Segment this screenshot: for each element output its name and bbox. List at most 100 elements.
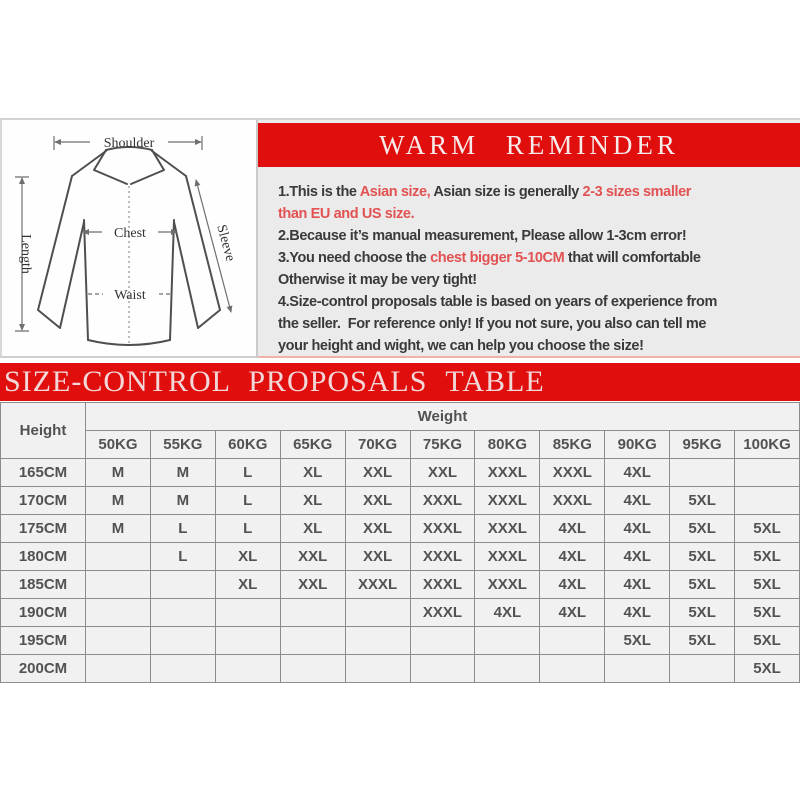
table-row: 185CM XL XXL XXXL XXXL XXXL 4XL 4XL 5XL 5XL <box>0 570 800 599</box>
table-header-row-kg: 50KG 55KG 60KG 65KG 70KG 75KG 80KG 85KG 90KG 95KG… <box>1 430 800 459</box>
height-cell: 175CM <box>0 514 86 543</box>
warm-reminder-section: WARM REMINDER 1.This is the Asian size, … <box>258 120 800 358</box>
size-cell: XXXL <box>474 458 541 487</box>
size-cell: 4XL <box>539 598 606 627</box>
size-cell: 4XL <box>604 486 671 515</box>
size-cell <box>669 458 736 487</box>
size-cell: XL <box>279 514 346 543</box>
size-cell: XXL <box>344 486 411 515</box>
size-cell: XL <box>214 542 281 571</box>
size-cell: XL <box>214 570 281 599</box>
reminder-line: 4.Size-control proposals table is based … <box>278 291 794 313</box>
size-cell: XXXL <box>474 514 541 543</box>
size-cell <box>85 654 151 683</box>
reminder-text: 4.Size-control proposals table is based … <box>278 294 717 310</box>
size-control-table: Height Weight 50KG 55KG 60KG 65KG 70KG 75KG 80KG… <box>0 402 800 683</box>
size-cell: XXXL <box>474 486 541 515</box>
size-cell: XXL <box>344 458 411 487</box>
reminder-line: your height and wight, we can help you c… <box>278 335 794 356</box>
size-cell: 4XL <box>539 542 606 571</box>
size-cell: XXL <box>279 542 346 571</box>
size-cell: 5XL <box>669 542 736 571</box>
size-cell <box>85 626 151 655</box>
size-cell <box>85 570 151 599</box>
reminder-text: your height and wight, we can help you c… <box>278 338 644 354</box>
shoulder-measure: Shoulder <box>53 136 203 151</box>
size-cell: 5XL <box>734 626 800 655</box>
shirt-diagram-svg: Shoulder Length Chest Waist <box>15 136 237 346</box>
size-cell: 5XL <box>734 598 800 627</box>
reminder-line: 2.Because it’s manual measurement, Pleas… <box>278 225 794 247</box>
weight-column-header: 85KG <box>539 430 606 459</box>
size-cell <box>279 626 346 655</box>
size-cell <box>539 626 606 655</box>
reminder-text-block: 1.This is the Asian size, Asian size is … <box>258 167 800 356</box>
size-cell: 5XL <box>734 654 800 683</box>
table-header-row-weight: Height Weight <box>0 402 800 459</box>
size-cell: 5XL <box>604 626 671 655</box>
weight-column-header: 55KG <box>149 430 216 459</box>
weight-column-header: 60KG <box>214 430 281 459</box>
waist-measure: Waist <box>88 288 173 303</box>
weight-column-header: 90KG <box>604 430 671 459</box>
warm-reminder-title: WARM REMINDER <box>258 123 800 167</box>
height-cell: 185CM <box>0 570 86 599</box>
table-row: 175CM M L L XL XXL XXXL XXXL 4XL 4XL 5XL 5XL <box>0 514 800 543</box>
height-cell: 165CM <box>0 458 86 487</box>
size-cell: 4XL <box>539 514 606 543</box>
size-cell <box>149 570 216 599</box>
reminder-text: Otherwise it may be very tight! <box>278 272 477 288</box>
size-cell: XXL <box>279 570 346 599</box>
reminder-line: 1.This is the Asian size, Asian size is … <box>278 181 794 203</box>
weight-column-header: 80KG <box>474 430 541 459</box>
size-cell: XXXL <box>474 542 541 571</box>
size-cell <box>669 654 736 683</box>
weight-column-header: 100KG <box>734 430 800 459</box>
weight-column-header: 65KG <box>279 430 346 459</box>
size-cell: XXXL <box>539 486 606 515</box>
chest-measure: Chest <box>82 226 178 241</box>
size-cell: XXXL <box>409 542 476 571</box>
weight-column-header: 50KG <box>85 430 151 459</box>
size-cell: 4XL <box>604 570 671 599</box>
size-cell: XXXL <box>409 570 476 599</box>
chest-label: Chest <box>114 226 146 241</box>
reminder-text: Asian size is generally <box>430 184 583 200</box>
size-cell <box>474 654 541 683</box>
length-measure: Length <box>15 176 33 332</box>
weight-column-header: 75KG <box>409 430 476 459</box>
size-cell: XXXL <box>474 570 541 599</box>
reminder-line: Otherwise it may be very tight! <box>278 269 794 291</box>
reminder-line: the seller. For reference only! If you n… <box>278 313 794 335</box>
size-cell <box>149 626 216 655</box>
table-row: 180CM L XL XXL XXL XXXL XXXL 4XL 4XL 5XL 5XL <box>0 542 800 571</box>
table-row: 195CM 5XL 5XL 5XL <box>0 626 800 655</box>
size-cell: XXXL <box>344 570 411 599</box>
size-cell: M <box>85 514 151 543</box>
table-row: 200CM 5XL <box>0 654 800 683</box>
size-cell: 4XL <box>604 542 671 571</box>
size-cell <box>214 654 281 683</box>
size-cell: L <box>214 458 281 487</box>
upper-content-row: Shoulder Length Chest Waist <box>0 118 800 358</box>
size-cell <box>279 598 346 627</box>
size-cell <box>344 626 411 655</box>
size-cell: 5XL <box>669 486 736 515</box>
sleeve-measure: Sleeve <box>194 179 237 313</box>
size-cell: 4XL <box>474 598 541 627</box>
size-cell: M <box>149 458 216 487</box>
size-cell: XXL <box>344 514 411 543</box>
size-cell: L <box>214 514 281 543</box>
size-cell <box>539 654 606 683</box>
size-cell: L <box>149 514 216 543</box>
size-cell: XXL <box>409 458 476 487</box>
size-cell: 4XL <box>604 514 671 543</box>
reminder-highlight-text: chest bigger 5-10CM <box>430 250 565 266</box>
size-cell <box>214 598 281 627</box>
height-column-header: Height <box>0 402 86 459</box>
size-cell: XXXL <box>539 458 606 487</box>
size-cell: XXXL <box>409 514 476 543</box>
shoulder-label: Shoulder <box>104 136 155 151</box>
size-cell: 5XL <box>669 598 736 627</box>
